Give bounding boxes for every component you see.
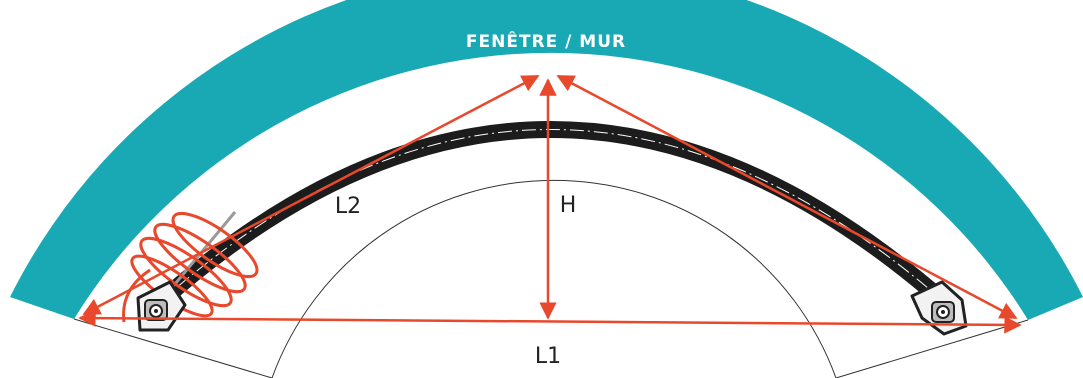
- l2-label: L2: [335, 194, 361, 219]
- dimension-arrows: [78, 74, 1022, 334]
- h-label: H: [560, 193, 577, 218]
- band-label: FENÊTRE / MUR: [466, 30, 626, 52]
- l2-left-arrow: [82, 74, 540, 316]
- l1-arrow: [78, 309, 1022, 334]
- l1-label: L1: [535, 344, 561, 369]
- l2-right-arrow: [556, 74, 1018, 320]
